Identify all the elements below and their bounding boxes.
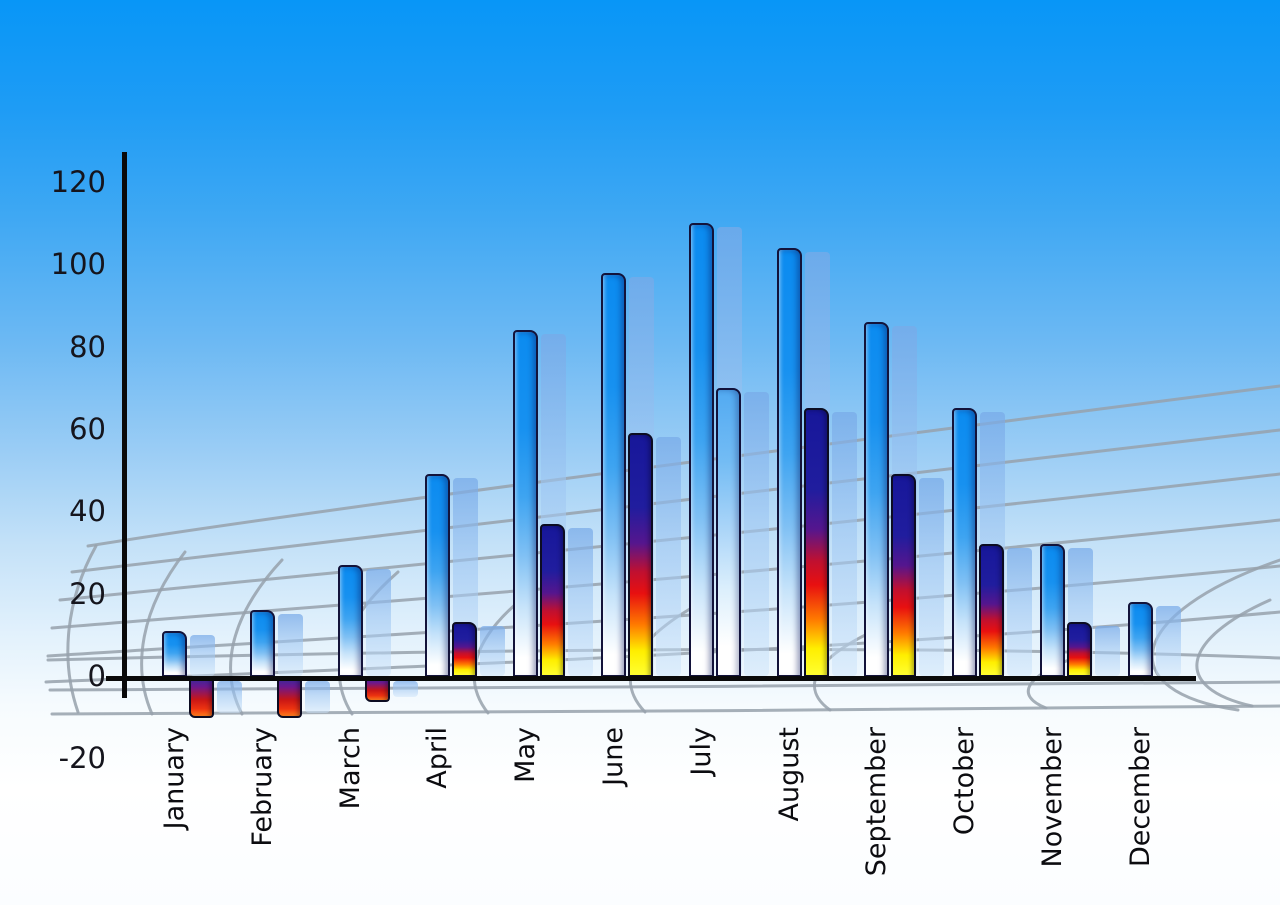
bar-march-series1 <box>338 565 363 676</box>
bar-december-series1-shadow <box>1156 606 1181 676</box>
x-axis-label-april: April <box>422 727 453 789</box>
y-axis-label-60: 60 <box>69 412 106 446</box>
bar-february-series1-shadow <box>278 614 303 676</box>
bar-april-series2 <box>452 622 477 676</box>
bar-july-series2-shadow <box>744 392 769 676</box>
x-axis-line <box>106 676 1196 681</box>
y-axis-label--20: -20 <box>58 741 106 775</box>
bar-february-series1 <box>250 610 275 676</box>
x-axis-label-june: June <box>598 727 629 786</box>
x-axis-label-march: March <box>335 727 366 810</box>
bar-march-series1-shadow <box>366 569 391 676</box>
bar-may-series1 <box>513 330 538 676</box>
bar-september-series2 <box>891 474 916 676</box>
y-axis-label-120: 120 <box>50 165 106 199</box>
bar-january-series1-shadow <box>190 635 215 676</box>
bar-july-series1 <box>689 223 714 676</box>
bar-january-series1 <box>162 631 187 676</box>
x-axis-label-december: December <box>1125 727 1156 868</box>
bar-october-series1 <box>952 408 977 676</box>
y-axis-label-100: 100 <box>50 247 106 281</box>
bar-august-series2-shadow <box>832 412 857 676</box>
x-axis-label-may: May <box>510 727 541 783</box>
bar-june-series1 <box>601 273 626 676</box>
bar-november-series2-shadow <box>1095 626 1120 676</box>
bar-february-series2-shadow <box>305 681 330 713</box>
x-axis-label-january: January <box>159 727 190 830</box>
bar-november-series1 <box>1040 544 1065 676</box>
bar-april-series1 <box>425 474 450 676</box>
x-axis-label-july: July <box>686 727 717 776</box>
x-axis-label-november: November <box>1037 727 1068 868</box>
bar-december-series1 <box>1128 602 1153 676</box>
bar-july-series2 <box>716 388 741 676</box>
bar-june-series2 <box>628 433 653 676</box>
bar-march-series2 <box>365 677 390 702</box>
y-axis-label-40: 40 <box>69 494 106 528</box>
bar-january-series2-shadow <box>217 681 242 713</box>
x-axis-label-october: October <box>949 727 980 836</box>
bar-june-series2-shadow <box>656 437 681 676</box>
bar-may-series2-shadow <box>568 528 593 676</box>
bar-april-series2-shadow <box>480 626 505 676</box>
bar-october-series2-shadow <box>1007 548 1032 676</box>
bar-may-series2 <box>540 524 565 676</box>
y-axis-label-0: 0 <box>87 659 106 693</box>
y-axis-label-80: 80 <box>69 330 106 364</box>
bar-august-series1 <box>777 248 802 676</box>
bar-january-series2 <box>189 677 214 718</box>
bar-october-series2 <box>979 544 1004 676</box>
x-axis-label-september: September <box>861 727 892 877</box>
bar-november-series2 <box>1067 622 1092 676</box>
bar-september-series2-shadow <box>919 478 944 676</box>
y-axis-line <box>122 152 127 698</box>
x-axis-label-august: August <box>774 727 805 822</box>
y-axis-label-20: 20 <box>69 577 106 611</box>
x-axis-label-february: February <box>247 727 278 847</box>
bar-march-series2-shadow <box>393 681 418 697</box>
bar-september-series1 <box>864 322 889 676</box>
bar-august-series2 <box>804 408 829 676</box>
bar-february-series2 <box>277 677 302 718</box>
